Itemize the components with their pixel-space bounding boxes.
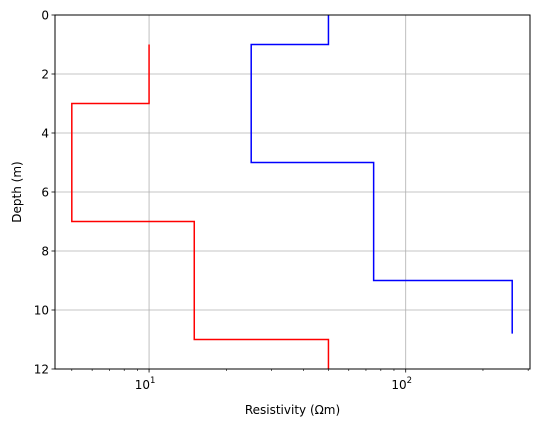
- resistivity-profile-line: [71, 44, 330, 369]
- y-tick-label: 8: [41, 245, 49, 259]
- series-lines: [71, 15, 513, 369]
- x-tick-label-base: 10: [135, 378, 150, 392]
- x-tick-label-exponent: 2: [407, 376, 412, 386]
- x-tick-label: 101: [135, 376, 156, 392]
- y-axis-label: Depth (m): [10, 161, 24, 222]
- y-tick-label: 10: [34, 304, 49, 318]
- y-tick-label: 12: [34, 363, 49, 377]
- grid-lines: [55, 14, 530, 370]
- x-tick-label-base: 10: [391, 378, 406, 392]
- x-tick-label-exponent: 1: [150, 376, 155, 386]
- x-tick-label: 102: [391, 376, 412, 392]
- y-tick-label: 4: [41, 127, 49, 141]
- y-tick-label: 2: [41, 68, 49, 82]
- resistivity-profile-line: [250, 15, 513, 334]
- y-tick-label: 0: [41, 9, 49, 23]
- y-tick-label: 6: [41, 186, 49, 200]
- x-axis-label: Resistivity (Ωm): [245, 403, 340, 417]
